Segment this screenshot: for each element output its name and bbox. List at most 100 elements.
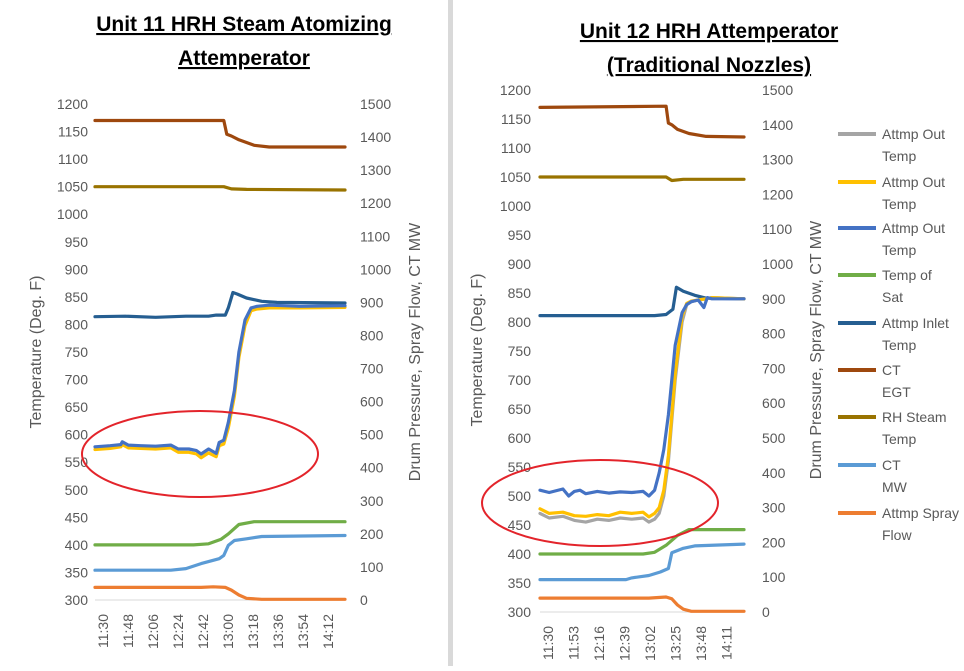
legend-label: Temp	[882, 242, 916, 258]
y-tick-label: 650	[65, 399, 89, 415]
y-tick-label: 1050	[500, 169, 531, 185]
y-tick-label: 500	[65, 482, 89, 498]
y-tick-label: 1200	[57, 96, 88, 112]
y2-tick-label: 1000	[762, 256, 793, 272]
y-tick-label: 700	[508, 372, 532, 388]
legend-label: EGT	[882, 384, 911, 400]
x-tick-label: 14:11	[719, 626, 735, 660]
legend-label: Flow	[882, 527, 912, 543]
y-tick-label: 900	[65, 261, 89, 277]
legend-label: RH Steam	[882, 409, 947, 425]
y-tick-label: 650	[508, 401, 532, 417]
y2-tick-label: 300	[762, 500, 786, 516]
x-tick-label: 11:48	[120, 614, 136, 648]
chart-title-line: Unit 12 HRH Attemperator	[580, 20, 838, 43]
legend-label: Temp	[882, 148, 916, 164]
y-tick-label: 1100	[501, 140, 531, 156]
series-line-ct-mw	[93, 533, 347, 572]
y-tick-label: 400	[65, 537, 89, 553]
legend-label: Temp	[882, 196, 916, 212]
y-tick-label: 750	[65, 344, 89, 360]
series-line-temp-of-sat	[538, 527, 746, 556]
legend-label: Temp	[882, 337, 916, 353]
y2-tick-label: 300	[360, 493, 384, 509]
legend-label: Attmp Inlet	[882, 315, 949, 331]
x-tick-label: 13:54	[295, 614, 311, 649]
series-line-attmp-spray-flow	[93, 585, 347, 601]
series-line-attmp-spray-flow	[538, 595, 746, 613]
y2-tick-label: 500	[360, 427, 384, 443]
y-tick-label: 1200	[500, 82, 531, 98]
y-tick-label: 800	[508, 314, 532, 330]
y-tick-label: 700	[65, 372, 89, 388]
y2-tick-label: 600	[360, 394, 384, 410]
y-tick-label: 900	[508, 256, 532, 272]
x-tick-label: 11:30	[540, 626, 556, 660]
series-line-attmp-inlet-temp	[538, 285, 746, 318]
y-tick-label: 600	[65, 427, 89, 443]
y-tick-label: 350	[65, 564, 89, 580]
legend-label: Attmp Out	[882, 220, 945, 236]
y2-tick-label: 400	[762, 465, 786, 481]
y-axis-label: Temperature (Deg. F)	[469, 274, 486, 427]
y2-tick-label: 600	[762, 395, 786, 411]
y-tick-label: 400	[508, 546, 532, 562]
y2-tick-label: 1400	[762, 117, 793, 133]
y-tick-label: 1000	[500, 198, 531, 214]
y2-tick-label: 200	[762, 534, 786, 550]
y2-tick-label: 700	[360, 361, 384, 377]
x-tick-label: 12:42	[195, 614, 211, 649]
y-tick-label: 550	[508, 459, 532, 475]
series-line-ct-egt	[538, 104, 746, 139]
y-tick-label: 350	[508, 575, 532, 591]
annotation-ellipse	[481, 459, 719, 547]
y-tick-label: 1150	[501, 111, 531, 127]
panel-divider	[448, 0, 453, 666]
series-line-rh-steam-temp	[538, 175, 746, 183]
x-tick-label: 14:12	[320, 614, 336, 649]
series-line-attmp-out-temp	[93, 303, 347, 456]
y2-tick-label: 900	[762, 291, 786, 307]
y-tick-label: 450	[65, 509, 89, 525]
series-line-attmp-out-temp	[538, 296, 746, 524]
series-line-attmp-out-temp	[538, 296, 746, 519]
y2-axis-label: Drum Pressure, Spray Flow, CT MW	[808, 220, 825, 479]
x-tick-label: 13:00	[220, 614, 236, 649]
legend-label: Attmp Out	[882, 126, 945, 142]
x-tick-label: 13:48	[693, 626, 709, 661]
y2-tick-label: 1500	[360, 96, 391, 112]
legend-label: Attmp Spray	[882, 505, 959, 521]
y2-tick-label: 200	[360, 526, 384, 542]
y-tick-label: 1000	[57, 206, 88, 222]
legend-label: Temp	[882, 431, 916, 447]
legend-label: Sat	[882, 289, 903, 305]
legend-label: CT	[882, 362, 901, 378]
series-line-rh-steam-temp	[93, 185, 347, 192]
x-tick-label: 11:30	[95, 614, 111, 648]
annotation-ellipse	[81, 410, 319, 498]
x-tick-label: 12:24	[170, 614, 186, 649]
y-tick-label: 300	[65, 592, 89, 608]
y-tick-label: 950	[508, 227, 532, 243]
x-tick-label: 13:18	[245, 614, 261, 649]
chart-1: Unit 11 HRH Steam Atomizing Attemperator 1…	[28, 13, 424, 649]
y2-tick-label: 400	[360, 460, 384, 476]
y2-tick-label: 800	[762, 326, 786, 342]
x-tick-label: 12:16	[591, 626, 607, 661]
y-tick-label: 850	[65, 289, 89, 305]
legend-label: Attmp Out	[882, 174, 945, 190]
y2-tick-label: 0	[360, 592, 368, 608]
x-tick-label: 11:53	[566, 626, 582, 660]
chart-title-line: Attemperator	[178, 47, 310, 70]
y2-tick-label: 500	[762, 430, 786, 446]
y2-tick-label: 1200	[360, 195, 391, 211]
series-line-temp-of-sat	[93, 520, 347, 547]
chart-2: Unit 12 HRH Attemperator (Traditional Noz…	[469, 20, 838, 661]
y-axis-label: Temperature (Deg. F)	[28, 276, 45, 429]
y2-tick-label: 700	[762, 360, 786, 376]
y-tick-label: 450	[508, 517, 532, 533]
y2-tick-label: 1100	[360, 228, 390, 244]
legend-label: Temp of	[882, 267, 932, 283]
chart-title-line: (Traditional Nozzles)	[607, 54, 811, 77]
